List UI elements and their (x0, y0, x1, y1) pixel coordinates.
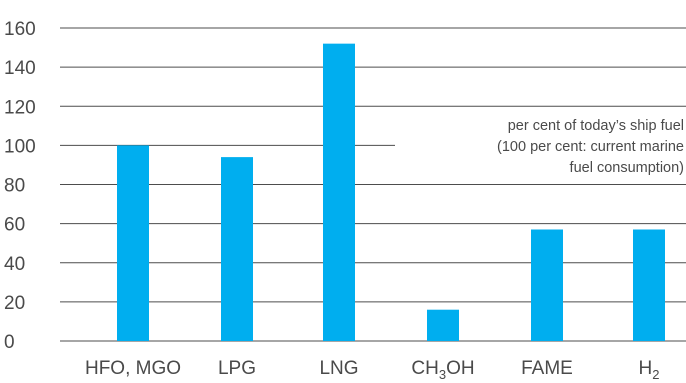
x-tick-label-suffix: OH (446, 358, 475, 379)
bar (427, 309, 459, 341)
bar (323, 43, 355, 342)
y-axis-ticks: 0 20 40 60 80 100 120 140 160 (4, 19, 36, 353)
y-tick-label: 140 (4, 58, 36, 79)
x-tick-label: HFO, MGO (85, 358, 181, 379)
x-tick-label-text: HFO, MGO (85, 358, 181, 379)
y-tick-label: 20 (4, 293, 25, 314)
x-tick-label-text: FAME (521, 358, 573, 379)
annotation-line-3: fuel consumption) (570, 160, 684, 176)
bar (633, 229, 665, 341)
y-tick-label: 0 (4, 332, 15, 353)
x-tick-label: CH3OH (411, 358, 474, 382)
x-tick-label-text: CH (411, 358, 438, 379)
bars (117, 43, 665, 342)
x-tick-label-text: H (639, 358, 653, 379)
bar (221, 157, 253, 341)
y-tick-label: 80 (4, 176, 25, 197)
y-tick-label: 100 (4, 136, 36, 157)
x-tick-label-subscript: 3 (439, 367, 446, 382)
x-axis-labels: HFO, MGO LPG LNG CH3OH FAME H2 (85, 358, 660, 382)
annotation-line-2: (100 per cent: current marine (497, 139, 684, 155)
y-tick-label: 60 (4, 215, 25, 236)
y-tick-label: 160 (4, 19, 36, 40)
annotation-background (395, 116, 686, 184)
x-tick-label-text: LNG (319, 358, 358, 379)
x-tick-label: FAME (521, 358, 573, 379)
x-tick-label-subscript: 2 (652, 367, 659, 382)
x-tick-label: LPG (218, 358, 256, 379)
y-tick-label: 40 (4, 254, 25, 275)
x-tick-label: LNG (319, 358, 358, 379)
bar (531, 229, 563, 341)
annotation-line-1: per cent of today’s ship fuel (508, 118, 684, 134)
y-tick-label: 120 (4, 97, 36, 118)
bar (117, 145, 149, 341)
x-tick-label-text: LPG (218, 358, 256, 379)
gridlines (60, 27, 686, 342)
x-tick-label: H2 (639, 358, 660, 382)
